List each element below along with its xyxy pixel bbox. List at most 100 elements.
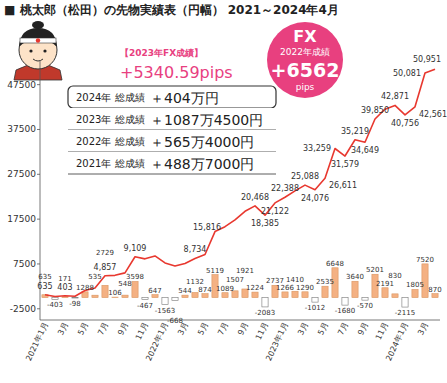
bar	[162, 298, 168, 305]
x-tick-label: 2024年1月	[384, 321, 410, 362]
bar	[82, 292, 88, 298]
mascot-hair	[19, 28, 57, 47]
bar-label: 3640	[346, 273, 364, 281]
summary-rule	[68, 174, 276, 175]
plot-area	[42, 69, 438, 307]
bar	[382, 288, 388, 298]
bar	[52, 298, 58, 300]
summary-row	[68, 152, 276, 174]
y-tick-label: 17500	[7, 214, 36, 224]
x-tick-label: 9月	[236, 321, 250, 337]
annotation: +5340.59pips	[120, 63, 233, 82]
line-label: 24,076	[301, 194, 329, 203]
bar	[292, 291, 298, 297]
bar	[252, 292, 258, 297]
bar-label: 7520	[416, 256, 434, 264]
badge-text: FX	[293, 27, 317, 46]
line-label: 403	[57, 283, 72, 292]
bar	[322, 286, 328, 297]
summary-label: 2021年 総成績	[76, 158, 145, 169]
bar	[392, 294, 398, 298]
x-tick-label: 3月	[416, 321, 430, 337]
line-label: 50,081	[393, 69, 421, 78]
bar	[262, 298, 268, 307]
x-tick-label: 3月	[56, 321, 70, 337]
bar-label: 647	[148, 287, 161, 295]
bar	[122, 295, 128, 297]
bar-label: 1507	[226, 276, 244, 284]
bar-label: 2535	[316, 278, 334, 286]
bar-label: -467	[137, 302, 153, 310]
bar-label: 2191	[376, 280, 394, 288]
x-tick-label: 5月	[196, 321, 210, 337]
bar-label: 635	[38, 273, 51, 281]
bar-label: 874	[198, 286, 212, 294]
badge-text: +6562	[271, 59, 340, 81]
bar	[172, 298, 178, 301]
bar	[432, 294, 438, 298]
y-tick-label: 37500	[7, 124, 36, 134]
badge-text: pips	[296, 82, 315, 92]
bar	[362, 298, 368, 301]
line-label: 21,122	[261, 207, 289, 216]
summary-value: ＋565万4000円	[150, 134, 254, 150]
bar-label: 1132	[186, 278, 204, 286]
y-tick	[37, 219, 40, 220]
mascot-headband	[20, 38, 56, 43]
bar-label: 535	[88, 273, 101, 281]
bar-label: -1563	[155, 307, 175, 315]
line-label: 31,579	[331, 160, 359, 169]
line-label: 33,259	[303, 144, 331, 153]
badge-text: 2022年成績	[280, 47, 330, 57]
line-label: 39,850	[361, 106, 389, 115]
bar-label: 1266	[276, 284, 294, 292]
title: ■ 桃太郎（松田）の先物実績表（円幅） 2021～2024年4月	[4, 3, 339, 17]
bar-label: 1921	[236, 267, 254, 275]
x-tick-label: 11月	[134, 321, 150, 341]
bar	[222, 293, 228, 298]
bar-label: -98	[69, 300, 80, 308]
bar-label: 1288	[76, 284, 94, 292]
x-tick-label: 7月	[96, 321, 110, 337]
line-label: 8,734	[184, 245, 207, 254]
y-tick-label: 47500	[7, 80, 36, 90]
bar-label: 1224	[246, 284, 264, 292]
bar-label: -570	[357, 302, 373, 310]
x-tick-label: 3月	[296, 321, 310, 337]
bar-label: 106	[108, 289, 122, 297]
x-tick-label: 5月	[316, 321, 330, 337]
bar-label: 830	[388, 272, 401, 280]
bar	[342, 298, 348, 306]
y-tick-label: 27500	[7, 169, 36, 179]
line	[45, 69, 435, 296]
bar-label: -668	[167, 317, 183, 325]
bar-label: -2115	[395, 309, 415, 317]
y-tick	[37, 308, 40, 309]
summary-value: ＋404万円	[150, 90, 219, 106]
line-label: 42,871	[381, 92, 409, 101]
summary-value: ＋488万7000円	[150, 156, 254, 172]
x-tick-label: 11月	[254, 321, 270, 341]
mascot-eye	[29, 49, 32, 52]
summary-label: 2023年 総成績	[76, 114, 145, 125]
x-tick-label: 9月	[356, 321, 370, 337]
summary-row	[68, 130, 276, 152]
line-label: 26,611	[329, 181, 357, 190]
bar-label: 544	[178, 287, 192, 295]
line-label: 9,109	[124, 244, 147, 253]
line-label: 25,088	[291, 172, 319, 181]
bar-label: 1805	[406, 281, 424, 289]
line-label: 42,561	[419, 110, 447, 119]
line-label: 35,219	[341, 127, 369, 136]
line-label: 40,756	[391, 119, 419, 128]
bar	[312, 298, 318, 303]
bar-label: -1680	[335, 307, 355, 315]
line-label: 635	[37, 282, 52, 291]
bar-label: 870	[428, 286, 441, 294]
badge	[267, 22, 343, 98]
x-tick-label: 11月	[374, 321, 390, 341]
bar	[102, 285, 108, 297]
line-label: 15,816	[193, 223, 221, 232]
bar	[132, 281, 138, 297]
x-tick-label: 2021年1月	[24, 321, 50, 362]
